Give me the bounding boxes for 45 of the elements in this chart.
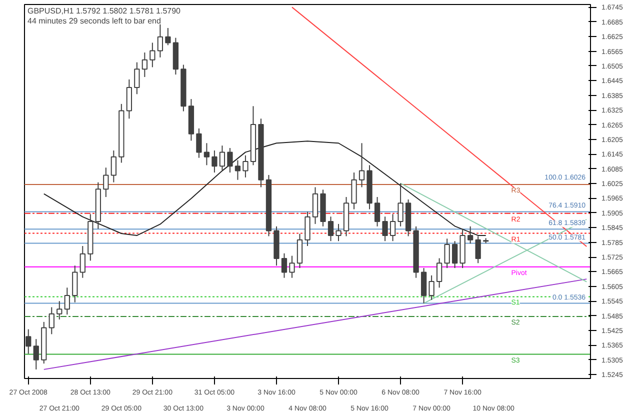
candlestick xyxy=(110,150,116,183)
candlestick xyxy=(336,223,342,242)
candlestick xyxy=(475,236,481,264)
chart-title: GBPUSD,H1 1.5792 1.5802 1.5781 1.5790 xyxy=(28,6,182,16)
candlestick xyxy=(48,306,54,335)
candlestick xyxy=(212,150,218,174)
candlestick xyxy=(204,142,210,166)
candlestick xyxy=(126,78,132,120)
candlestick xyxy=(304,211,310,246)
candlestick xyxy=(165,28,171,46)
candlestick xyxy=(351,172,357,210)
candlestick xyxy=(26,328,32,354)
candlestick xyxy=(281,252,288,278)
candlestick xyxy=(328,216,334,242)
candlestick xyxy=(234,160,241,180)
candlestick xyxy=(390,214,396,242)
candlestick xyxy=(56,300,62,320)
candlestick xyxy=(64,287,70,316)
candlestick xyxy=(134,62,140,95)
candlestick xyxy=(398,182,404,227)
candlestick xyxy=(142,52,148,78)
candlestick xyxy=(467,226,474,244)
candlestick xyxy=(150,42,156,68)
candlestick xyxy=(420,268,427,304)
text: 44 minutes 29 seconds left to bar end xyxy=(28,16,161,26)
candlestick xyxy=(103,167,109,198)
candlestick xyxy=(242,154,248,178)
candlestick xyxy=(219,145,226,171)
candlestick xyxy=(157,24,164,58)
candlestick xyxy=(72,265,78,303)
candlestick xyxy=(227,148,233,174)
candlestick xyxy=(382,216,388,242)
candlestick xyxy=(428,274,434,300)
candlestick xyxy=(289,255,295,278)
candlestick xyxy=(296,233,303,269)
candlestick xyxy=(374,196,380,227)
candlestick xyxy=(444,238,450,269)
candlestick xyxy=(358,142,365,188)
candlestick xyxy=(196,128,202,158)
line-series xyxy=(43,140,486,236)
candlestick xyxy=(312,186,318,224)
candlestick xyxy=(80,245,86,278)
candlestick xyxy=(452,240,458,269)
candlestick xyxy=(33,338,39,370)
candlestick xyxy=(436,258,442,288)
